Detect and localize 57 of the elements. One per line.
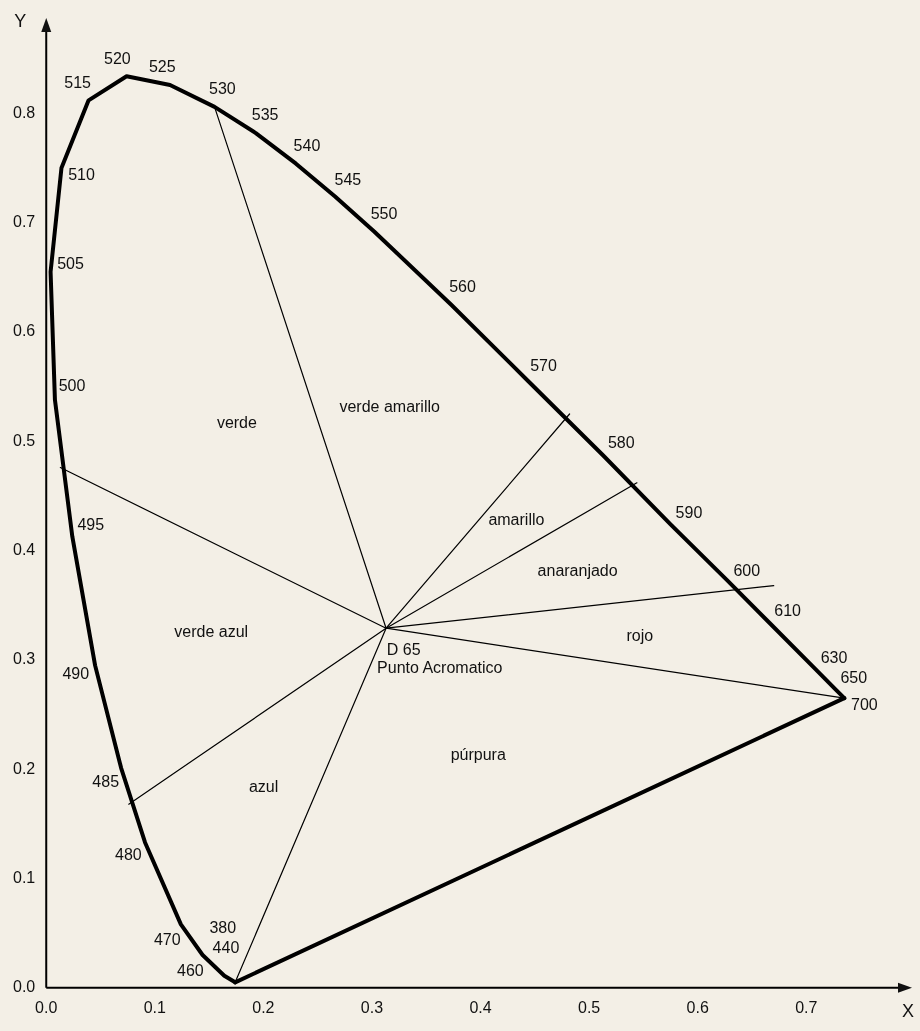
annotation: 520 (104, 49, 131, 67)
annotation: 380 (209, 919, 237, 937)
x-tick-label: 0.5 (578, 998, 601, 1016)
annotation: 490 (62, 665, 90, 683)
annotation: 500 (58, 377, 86, 395)
y-tick-label: 0.5 (12, 431, 36, 449)
annotation: 510 (68, 165, 95, 183)
x-axis-title: X (901, 1000, 915, 1021)
annotation: 530 (209, 80, 236, 98)
annotation: 540 (293, 137, 321, 155)
annotation: verde (216, 414, 258, 432)
annotation: 590 (675, 503, 703, 521)
annotation: 505 (57, 254, 84, 272)
y-axis-title: Y (14, 10, 27, 31)
annotation: 650 (840, 669, 868, 687)
x-tick-label: 0.2 (252, 998, 275, 1016)
y-tick-label: 0.4 (12, 541, 36, 559)
y-tick-label: 0.0 (12, 978, 36, 996)
y-tick-label: 0.7 (12, 213, 36, 231)
annotation: 600 (733, 562, 761, 580)
x-tick-label: 0.7 (795, 998, 818, 1016)
annotation: 485 (92, 773, 120, 791)
x-tick-label: 0.0 (35, 998, 58, 1016)
x-tick-label: 0.6 (686, 998, 709, 1016)
annotation: 460 (176, 961, 204, 979)
x-tick-label: 0.3 (360, 998, 384, 1016)
annotation: 580 (607, 434, 635, 452)
y-tick-label: 0.6 (12, 322, 36, 340)
x-tick-label: 0.4 (469, 998, 492, 1016)
annotation: D 65 (386, 641, 421, 659)
annotation: 545 (334, 170, 362, 188)
annotation: 470 (153, 930, 181, 948)
annotation: azul (248, 777, 279, 795)
x-tick-label: 0.1 (143, 998, 167, 1016)
annotation: 630 (820, 649, 848, 667)
annotation: verde azul (174, 623, 249, 641)
annotation: 610 (774, 601, 802, 619)
annotation: 535 (251, 106, 279, 124)
y-tick-label: 0.2 (12, 759, 36, 777)
annotation: 525 (148, 58, 176, 76)
y-tick-label: 0.8 (12, 103, 36, 121)
y-tick-label: 0.3 (12, 650, 36, 668)
annotation: Punto Acromatico (377, 659, 503, 677)
annotation: 560 (449, 278, 476, 296)
annotation: amarillo (488, 510, 545, 528)
annotation: rojo (626, 626, 654, 644)
annotation: anaranjado (537, 562, 618, 580)
annotation: 480 (115, 846, 142, 864)
annotation: 440 (212, 939, 240, 957)
annotation: púrpura (450, 745, 506, 763)
annotation: 495 (77, 515, 105, 533)
annotation: 570 (530, 356, 557, 374)
annotation: 700 (850, 695, 878, 713)
annotation: 550 (370, 204, 398, 222)
y-tick-label: 0.1 (12, 868, 36, 886)
annotation: 515 (64, 74, 92, 91)
annotation: verde amarillo (339, 397, 441, 415)
